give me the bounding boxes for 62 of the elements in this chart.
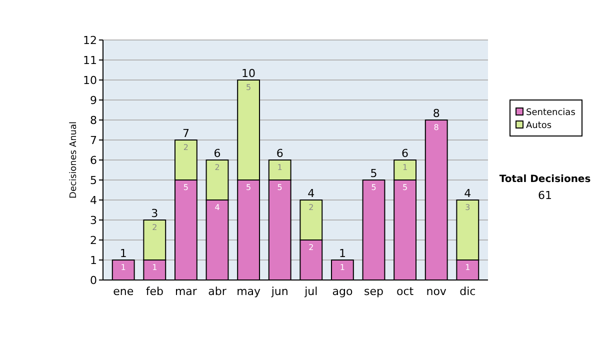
x-tick-label: dic (460, 285, 476, 298)
total-label: 4 (464, 187, 472, 200)
y-tick-label: 12 (83, 34, 97, 47)
total-label: 1 (120, 247, 127, 260)
y-tick-label: 11 (83, 54, 97, 67)
y-tick-label: 7 (90, 134, 97, 147)
total-label: 7 (182, 127, 190, 140)
total-label: 10 (242, 67, 256, 80)
x-tick-label: jul (304, 285, 318, 298)
data-label: 2 (308, 203, 314, 212)
data-label: 2 (152, 223, 158, 232)
data-label: 5 (246, 183, 252, 192)
data-label: 5 (277, 183, 282, 192)
data-label: 5 (246, 83, 252, 92)
y-tick-label: 2 (90, 234, 97, 247)
data-label: 2 (214, 163, 220, 172)
data-label: 2 (183, 143, 188, 152)
data-label: 1 (120, 263, 126, 272)
y-tick-label: 0 (90, 274, 97, 287)
y-tick-label: 9 (90, 94, 97, 107)
x-tick-label: jun (270, 285, 288, 298)
total-label: 3 (151, 207, 158, 220)
total-label: 1 (338, 247, 346, 260)
data-label: 1 (402, 163, 408, 172)
x-tick-label: nov (426, 285, 447, 298)
data-label: 1 (152, 263, 158, 272)
data-label: 5 (183, 183, 188, 192)
data-label: 5 (371, 183, 376, 192)
y-tick-label: 8 (90, 114, 97, 127)
total-label: 5 (370, 167, 378, 180)
y-tick-label: 6 (90, 154, 97, 167)
y-tick-label: 5 (90, 174, 97, 187)
data-label: 8 (434, 123, 439, 132)
y-tick-label: 3 (90, 214, 97, 227)
x-tick-label: sep (364, 285, 384, 298)
y-tick-label: 10 (83, 74, 97, 87)
text: Total Decisiones (499, 174, 591, 185)
x-tick-label: feb (146, 285, 164, 298)
x-tick-label: ene (113, 285, 134, 298)
x-tick-label: oct (396, 285, 414, 298)
y-axis-title: Decisiones Anual (69, 122, 79, 198)
data-label: 1 (277, 163, 282, 172)
text: 61 (538, 189, 552, 202)
data-label: 4 (214, 203, 220, 212)
data-label: 1 (340, 263, 345, 272)
legend-label: Autos (526, 121, 552, 131)
x-tick-label: may (236, 285, 262, 298)
data-label: 2 (308, 243, 314, 252)
data-label: 3 (465, 203, 470, 212)
legend-label: Sentencias (526, 108, 576, 118)
total-label: 4 (308, 187, 315, 200)
y-tick-label: 4 (90, 194, 97, 207)
y-tick-label: 1 (90, 254, 97, 267)
total-label: 6 (402, 147, 409, 160)
data-label: 1 (465, 263, 470, 272)
x-tick-label: mar (174, 285, 198, 298)
x-tick-label: abr (208, 285, 227, 298)
total-label: 6 (276, 147, 284, 160)
total-label: 6 (214, 147, 221, 160)
total-label: 8 (432, 107, 440, 120)
x-tick-label: ago (332, 285, 353, 298)
data-label: 5 (402, 183, 408, 192)
